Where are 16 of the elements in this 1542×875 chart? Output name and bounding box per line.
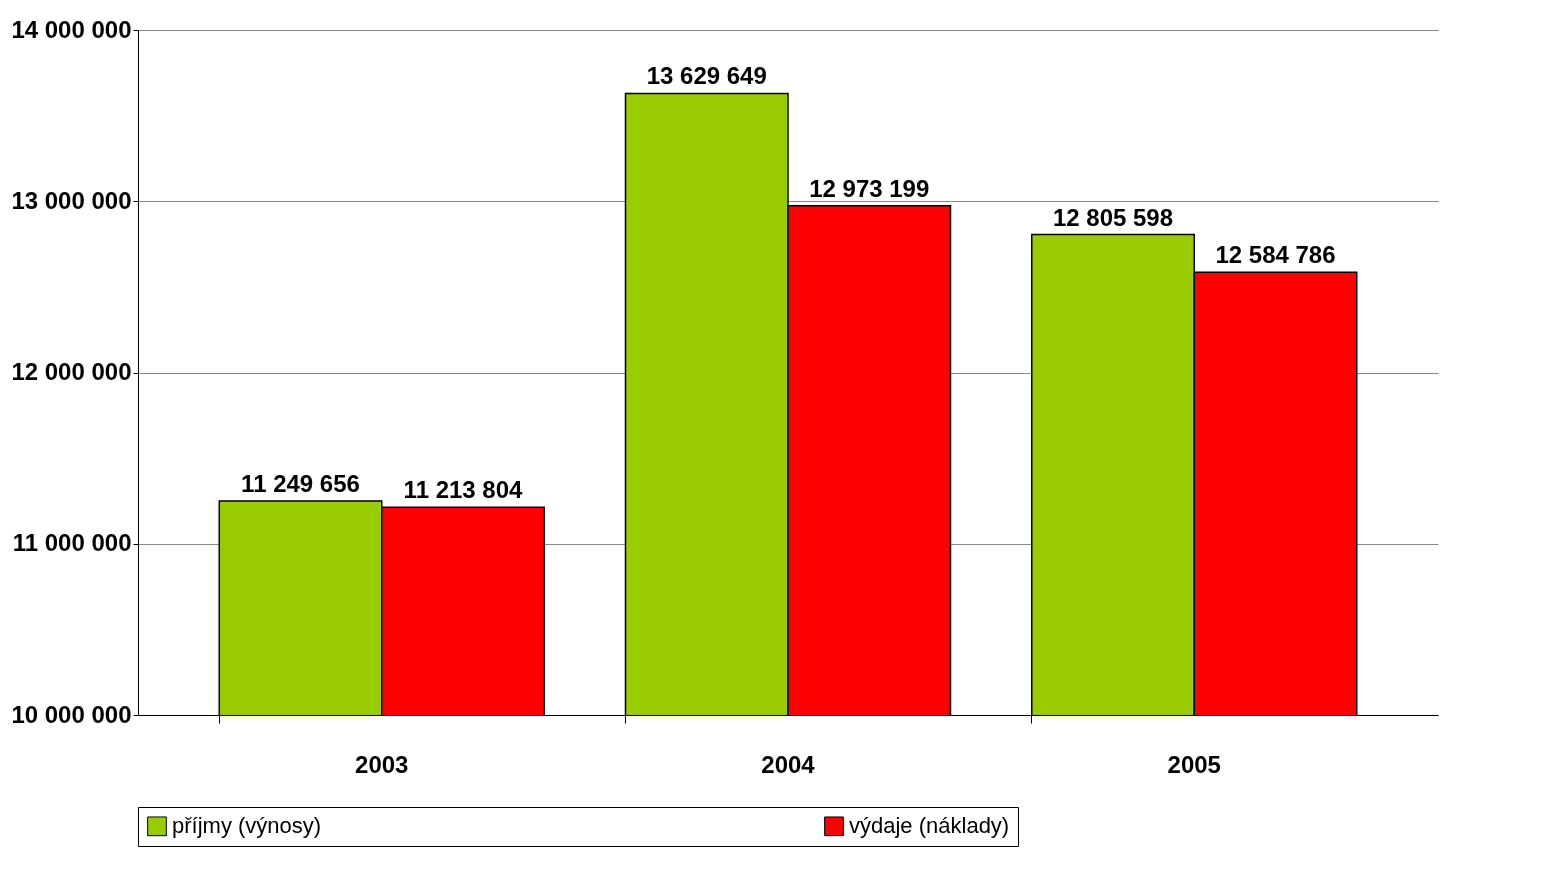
data-label: 12 973 199 <box>809 174 930 202</box>
legend-label: příjmy (výnosy) <box>172 813 322 839</box>
y-tick-label: 12 000 000 <box>11 358 132 385</box>
data-label: 12 805 598 <box>1052 203 1174 231</box>
x-tick-label: 2003 <box>355 750 409 778</box>
data-label: 11 249 656 <box>241 470 360 497</box>
y-tick-label: 14 000 000 <box>11 15 132 43</box>
x-tick-label: 2005 <box>1167 750 1221 778</box>
x-tick-label: 2004 <box>761 750 816 778</box>
data-label: 11 213 804 <box>403 476 524 504</box>
legend-label: výdaje (náklady) <box>849 813 1010 839</box>
y-tick-label: 13 000 000 <box>11 186 132 214</box>
y-tick-label: 10 000 000 <box>11 700 132 728</box>
y-tick-label: 11 000 000 <box>12 529 132 557</box>
data-label: 13 629 649 <box>646 62 767 90</box>
data-label: 12 584 786 <box>1215 241 1336 269</box>
